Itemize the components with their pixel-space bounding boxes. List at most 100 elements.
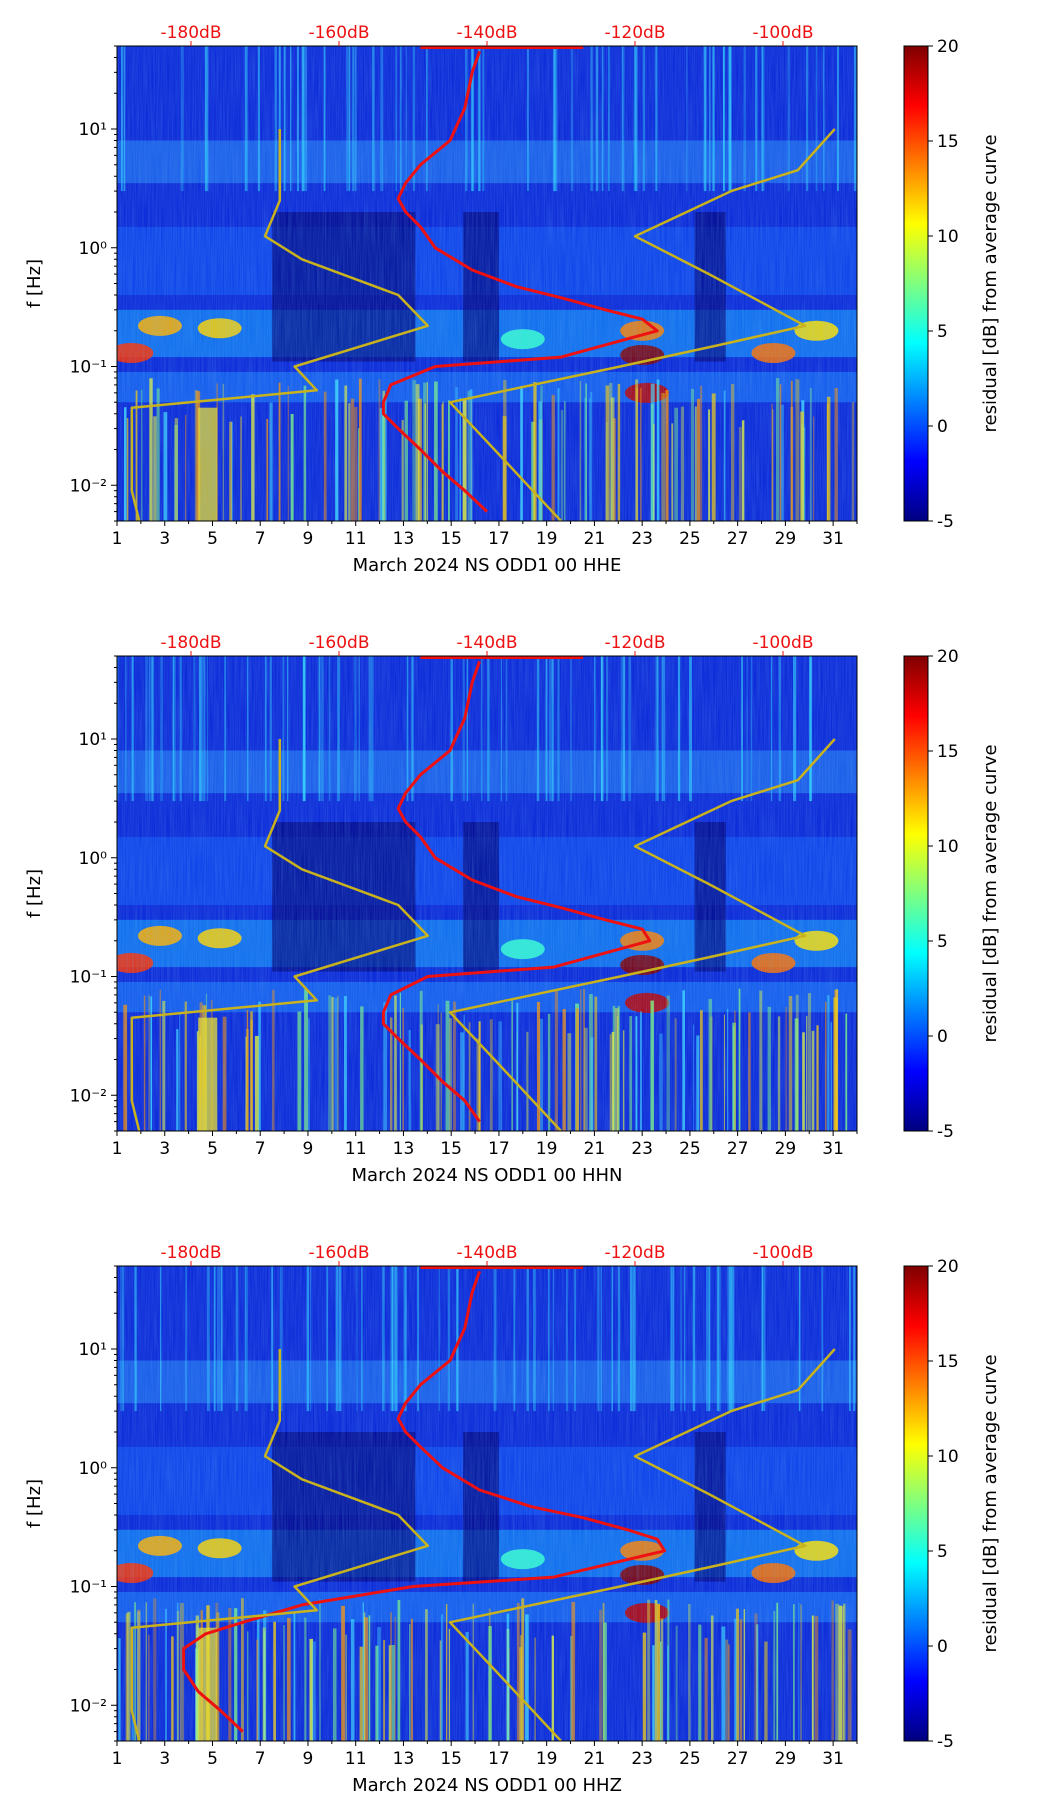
top-tick-label: -140dB xyxy=(456,1243,517,1263)
colorbar xyxy=(903,1265,929,1742)
x-tick-label: 5 xyxy=(207,529,218,549)
x-axis-label: March 2024 NS ODD1 00 HHZ xyxy=(352,1775,622,1796)
spectrogram-image xyxy=(117,1266,857,1741)
x-tick-label: 11 xyxy=(345,1749,367,1769)
colorbar-tick-label: 5 xyxy=(937,1542,948,1562)
top-tick-label: -120dB xyxy=(604,23,665,43)
colorbar-tick-label: 5 xyxy=(937,932,948,952)
top-tick-label: -160dB xyxy=(308,1243,369,1263)
colorbar-tick-label: 0 xyxy=(937,1637,948,1657)
x-tick-label: 5 xyxy=(207,1139,218,1159)
y-tick-label: 10⁻¹ xyxy=(70,358,107,378)
top-tick-label: -120dB xyxy=(604,1243,665,1263)
x-tick-label: 25 xyxy=(679,1139,701,1159)
y-tick-label: 10¹ xyxy=(79,1340,107,1360)
colorbar-label: residual [dB] from average curve xyxy=(980,744,1001,1042)
series-line-2 xyxy=(130,129,430,521)
colorbar-tick-label: 5 xyxy=(937,322,948,342)
x-tick-label: 7 xyxy=(255,529,266,549)
y-tick-label: 10⁰ xyxy=(79,239,108,259)
colorbar-label: residual [dB] from average curve xyxy=(980,134,1001,432)
colorbar-tick-label: 15 xyxy=(937,132,959,152)
y-axis-label: f [Hz] xyxy=(24,869,45,918)
colorbar-tick-label: 10 xyxy=(937,837,959,857)
x-tick-label: 13 xyxy=(393,529,415,549)
colorbar-tick-label: -5 xyxy=(937,1732,954,1752)
y-tick-label: 10¹ xyxy=(79,120,107,140)
series-line-3 xyxy=(448,1348,836,1741)
chart-panel-3: 1 3 5 7 9 11 13 15 17 19 21 23 25 27 29 3110⁻²10⁻¹10⁰10… xyxy=(24,1243,1001,1796)
top-tick-label: -100dB xyxy=(752,633,813,653)
x-tick-label: 19 xyxy=(536,1749,558,1769)
colorbar-tick-label: 0 xyxy=(937,1027,948,1047)
series-line-2 xyxy=(130,739,430,1131)
x-tick-label: 11 xyxy=(345,529,367,549)
x-tick-label: 9 xyxy=(303,1749,314,1769)
y-tick-label: 10¹ xyxy=(79,730,107,750)
y-tick-label: 10⁰ xyxy=(79,1459,108,1479)
colorbar-tick-label: 10 xyxy=(937,227,959,247)
series-line-3 xyxy=(448,738,836,1131)
x-tick-label: 27 xyxy=(727,1749,749,1769)
top-tick-label: -140dB xyxy=(456,633,517,653)
x-tick-label: 31 xyxy=(822,1749,844,1769)
x-tick-label: 31 xyxy=(822,1139,844,1159)
x-tick-label: 13 xyxy=(393,1749,415,1769)
x-tick-label: 3 xyxy=(159,1139,170,1159)
colorbar-tick-label: 15 xyxy=(937,742,959,762)
x-tick-label: 27 xyxy=(727,1139,749,1159)
spectrogram-image xyxy=(117,656,857,1131)
x-tick-label: 17 xyxy=(488,529,510,549)
x-tick-label: 29 xyxy=(775,1139,797,1159)
colorbar-tick-label: 20 xyxy=(937,1257,959,1277)
series-line-3 xyxy=(448,128,836,521)
top-tick-label: -180dB xyxy=(160,23,221,43)
colorbar-tick-label: 20 xyxy=(937,647,959,667)
colorbar-tick-label: 10 xyxy=(937,1447,959,1467)
x-tick-label: 17 xyxy=(488,1749,510,1769)
x-tick-label: 1 xyxy=(112,1139,123,1159)
x-tick-label: 27 xyxy=(727,529,749,549)
colorbar-tick-label: 15 xyxy=(937,1352,959,1372)
top-tick-label: -100dB xyxy=(752,1243,813,1263)
top-tick-label: -100dB xyxy=(752,23,813,43)
colorbar-tick-label: 20 xyxy=(937,37,959,57)
x-tick-label: 1 xyxy=(112,529,123,549)
top-tick-label: -120dB xyxy=(604,633,665,653)
series-line-1 xyxy=(381,660,652,1123)
noise-texture xyxy=(117,656,857,1131)
x-tick-label: 9 xyxy=(303,529,314,549)
x-tick-label: 23 xyxy=(631,1139,653,1159)
x-tick-label: 9 xyxy=(303,1139,314,1159)
y-tick-label: 10⁻² xyxy=(70,1696,107,1716)
x-tick-label: 25 xyxy=(679,1749,701,1769)
x-tick-label: 13 xyxy=(393,1139,415,1159)
x-tick-label: 21 xyxy=(584,1749,606,1769)
x-tick-label: 19 xyxy=(536,529,558,549)
x-tick-label: 7 xyxy=(255,1749,266,1769)
x-tick-label: 21 xyxy=(584,529,606,549)
series-line-1 xyxy=(182,1270,667,1733)
y-tick-label: 10⁻² xyxy=(70,1086,107,1106)
top-tick-label: -160dB xyxy=(308,633,369,653)
x-tick-label: 5 xyxy=(207,1749,218,1769)
top-tick-label: -180dB xyxy=(160,1243,221,1263)
x-tick-label: 17 xyxy=(488,1139,510,1159)
x-tick-label: 23 xyxy=(631,1749,653,1769)
colorbar xyxy=(903,45,929,522)
y-tick-label: 10⁻¹ xyxy=(70,1578,107,1598)
chart-panel-2: 1 3 5 7 9 11 13 15 17 19 21 23 25 27 29 3110⁻²10⁻¹10⁰10… xyxy=(24,633,1001,1186)
x-tick-label: 29 xyxy=(775,529,797,549)
chart-panel-1: 1 3 5 7 9 11 13 15 17 19 21 23 25 27 29 3110⁻²10⁻¹10⁰10… xyxy=(24,23,1001,576)
x-tick-label: 1 xyxy=(112,1749,123,1769)
x-tick-label: 29 xyxy=(775,1749,797,1769)
y-tick-label: 10⁻² xyxy=(70,476,107,496)
x-tick-label: 31 xyxy=(822,529,844,549)
x-tick-label: 23 xyxy=(631,529,653,549)
x-tick-label: 7 xyxy=(255,1139,266,1159)
y-tick-label: 10⁻¹ xyxy=(70,968,107,988)
x-tick-label: 11 xyxy=(345,1139,367,1159)
x-tick-label: 25 xyxy=(679,529,701,549)
top-tick-label: -160dB xyxy=(308,23,369,43)
